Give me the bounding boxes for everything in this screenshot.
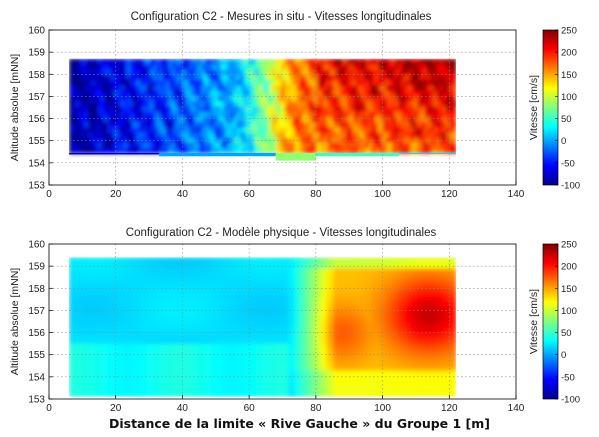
y-tick-label: 159 (28, 262, 45, 273)
chart-title: Configuration C2 - Mesures in situ - Vit… (131, 11, 432, 23)
x-tick-label: 20 (110, 189, 122, 200)
x-tick-label: 40 (177, 189, 189, 200)
colorbar: -100 -50 0 50 100 150 200 250 Vitesse [cm/s] (528, 240, 580, 406)
x-tick-label: 140 (508, 189, 525, 200)
y-tick-label: 154 (28, 158, 45, 169)
x-tick-label: 80 (310, 189, 322, 200)
y-axis-ticks: 153 154 155 156 157 158 159 160 (28, 240, 53, 406)
y-tick-label: 160 (28, 26, 45, 37)
y-tick-label: 158 (28, 284, 45, 295)
x-axis-ticks: 0 20 40 60 80 100 120 140 (46, 181, 525, 200)
y-tick-label: 155 (28, 350, 45, 361)
colorbar-label: Vitesse [cm/s] (528, 75, 540, 140)
y-tick-label: 157 (28, 92, 45, 103)
y-tick-label: 154 (28, 372, 45, 383)
x-tick-label: 80 (310, 403, 322, 414)
colorbar-tick-label: 50 (561, 114, 572, 125)
y-axis-label: Altitude absolue [mNN] (9, 54, 21, 161)
colorbar-label: Vitesse [cm/s] (528, 289, 540, 354)
y-axis-ticks: 153 154 155 156 157 158 159 160 (28, 26, 53, 192)
colorbar-tick-label: -50 (561, 372, 575, 383)
x-tick-label: 0 (46, 189, 52, 200)
x-tick-label: 60 (244, 403, 256, 414)
x-tick-label: 140 (508, 403, 525, 414)
grid (49, 244, 516, 399)
colorbar-tick-label: 150 (561, 70, 577, 81)
colorbar-tick-label: 250 (561, 240, 577, 251)
x-tick-label: 20 (110, 403, 122, 414)
colorbar: -100 -50 0 50 100 150 200 250 Vitesse [cm/s] (528, 26, 580, 192)
y-tick-label: 157 (28, 306, 45, 317)
colorbar-tick-label: 50 (561, 328, 572, 339)
colorbar-tick-label: 200 (561, 48, 577, 59)
colorbar-tick-label: 100 (561, 92, 577, 103)
grid (49, 30, 516, 185)
colorbar-tick-label: 200 (561, 262, 577, 273)
x-tick-label: 40 (177, 403, 189, 414)
chart-in-situ: Configuration C2 - Mesures in situ - Vit… (9, 11, 580, 200)
y-tick-label: 155 (28, 136, 45, 147)
colorbar-tick-label: -50 (561, 158, 575, 169)
y-tick-label: 160 (28, 240, 45, 251)
shared-x-axis-label: Distance de la limite « Rive Gauche » du… (108, 416, 491, 431)
plot-frame (48, 243, 517, 400)
x-tick-label: 60 (244, 189, 256, 200)
velocity-field (69, 58, 456, 161)
x-tick-label: 100 (374, 403, 391, 414)
colorbar-gradient (542, 29, 559, 186)
colorbar-tick-label: 250 (561, 26, 577, 37)
colorbar-tick-label: 100 (561, 306, 577, 317)
chart-title: Configuration C2 - Modèle physique - Vit… (126, 227, 437, 239)
colorbar-tick-label: 0 (561, 350, 566, 361)
x-tick-label: 0 (46, 403, 52, 414)
colorbar-gradient (542, 243, 559, 400)
y-tick-label: 158 (28, 70, 45, 81)
y-tick-label: 156 (28, 114, 45, 125)
colorbar-tick-label: 0 (561, 136, 566, 147)
y-tick-label: 153 (28, 181, 45, 192)
x-tick-label: 120 (441, 403, 458, 414)
colorbar-tick-label: -100 (561, 395, 580, 406)
chart-modele-physique: Configuration C2 - Modèle physique - Vit… (9, 227, 580, 414)
colorbar-tick-label: 150 (561, 284, 577, 295)
velocity-field (69, 257, 456, 397)
y-axis-label: Altitude absolue [mNN] (9, 268, 21, 375)
colorbar-tick-label: -100 (561, 181, 580, 192)
y-tick-label: 153 (28, 395, 45, 406)
x-axis-ticks: 0 20 40 60 80 100 120 140 (46, 395, 525, 414)
plot-frame (48, 29, 517, 186)
y-tick-label: 156 (28, 328, 45, 339)
x-tick-label: 100 (374, 189, 391, 200)
x-tick-label: 120 (441, 189, 458, 200)
y-tick-label: 159 (28, 48, 45, 59)
